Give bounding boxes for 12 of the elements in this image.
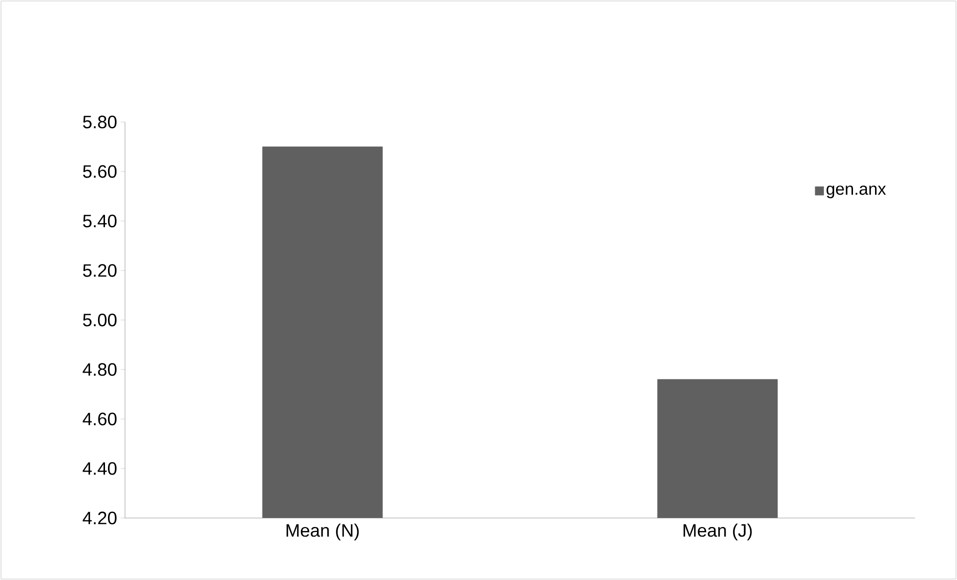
- y-tick-label: 5.40: [83, 214, 117, 228]
- y-tick-label: 5.60: [83, 165, 117, 178]
- x-tick-label: Mean (N): [286, 524, 359, 540]
- y-tick-label: 4.20: [82, 512, 117, 524]
- y-tick-label: 5.80: [83, 116, 117, 128]
- y-tick-label: 4.80: [82, 363, 117, 376]
- legend-label: gen.anx: [826, 186, 886, 198]
- x-tick-label: Mean (J): [684, 524, 752, 540]
- y-tick-label: 4.60: [82, 412, 117, 426]
- y-tick-label: 5.00: [83, 314, 117, 326]
- y-tick-label: 5.20: [83, 264, 117, 277]
- y-tick-label: 4.40: [82, 462, 117, 475]
